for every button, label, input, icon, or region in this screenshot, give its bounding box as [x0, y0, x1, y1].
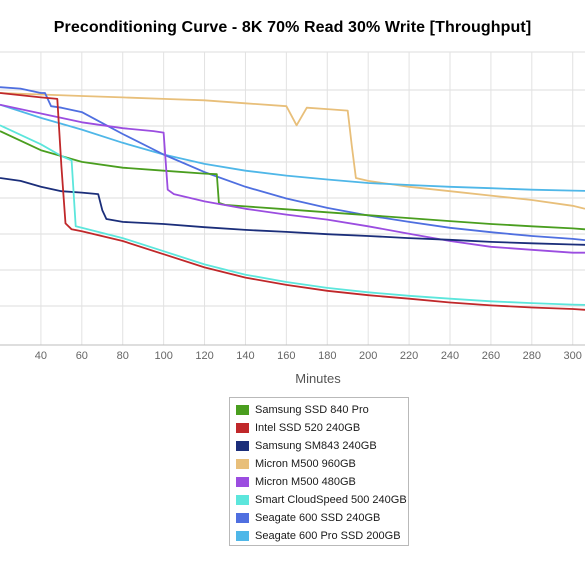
series-line-samsung-ssd-840-pro — [0, 130, 585, 231]
legend-label: Samsung SSD 840 Pro — [255, 404, 369, 416]
legend-label: Micron M500 480GB — [255, 476, 356, 488]
legend-swatch — [236, 531, 249, 541]
x-tick-label: 80 — [117, 350, 129, 362]
legend-item: Intel SSD 520 240GB — [230, 419, 408, 437]
legend-item: Samsung SM843 240GB — [230, 437, 408, 455]
legend-item: Smart CloudSpeed 500 240GB — [230, 491, 408, 509]
x-tick-label: 60 — [76, 350, 88, 362]
series-line-micron-m500-480gb — [0, 103, 585, 254]
legend-swatch — [236, 459, 249, 469]
legend-swatch — [236, 477, 249, 487]
legend-swatch — [236, 495, 249, 505]
series-line-micron-m500-960gb — [0, 92, 585, 210]
x-tick-label: 280 — [523, 350, 541, 362]
legend-swatch — [236, 405, 249, 415]
legend-label: Intel SSD 520 240GB — [255, 422, 361, 434]
legend-swatch — [236, 423, 249, 433]
x-axis-title: Minutes — [295, 371, 341, 386]
x-tick-label: 40 — [35, 350, 47, 362]
legend-item: Seagate 600 Pro SSD 200GB — [230, 527, 408, 545]
x-tick-label: 120 — [195, 350, 213, 362]
legend-item: Micron M500 480GB — [230, 473, 408, 491]
x-tick-label: 180 — [318, 350, 336, 362]
legend-swatch — [236, 513, 249, 523]
x-tick-label: 300 — [564, 350, 582, 362]
legend-label: Micron M500 960GB — [255, 458, 356, 470]
x-tick-label: 240 — [441, 350, 459, 362]
series-line-seagate-600-pro-ssd-200gb — [0, 103, 585, 192]
series-line-intel-ssd-520-240gb — [0, 92, 585, 311]
series-line-smart-cloudspeed-500-240gb — [0, 124, 585, 306]
legend-swatch — [236, 441, 249, 451]
legend-label: Smart CloudSpeed 500 240GB — [255, 494, 407, 506]
chart-title: Preconditioning Curve - 8K 70% Read 30% … — [53, 19, 532, 36]
legend-label: Samsung SM843 240GB — [255, 440, 377, 452]
chart-legend: Samsung SSD 840 Pro Intel SSD 520 240GB Sa… — [229, 397, 409, 546]
x-tick-label: 100 — [154, 350, 172, 362]
legend-item: Seagate 600 SSD 240GB — [230, 509, 408, 527]
x-tick-label: 160 — [277, 350, 295, 362]
series-line-samsung-sm843-240gb — [0, 177, 585, 246]
x-tick-label: 220 — [400, 350, 418, 362]
legend-label: Seagate 600 SSD 240GB — [255, 512, 381, 524]
x-tick-label: 140 — [236, 350, 254, 362]
x-tick-label: 260 — [482, 350, 500, 362]
legend-label: Seagate 600 Pro SSD 200GB — [255, 530, 401, 542]
series-line-seagate-600-ssd-240gb — [0, 86, 585, 241]
legend-item: Samsung SSD 840 Pro — [230, 401, 408, 419]
x-tick-label: 200 — [359, 350, 377, 362]
legend-item: Micron M500 960GB — [230, 455, 408, 473]
